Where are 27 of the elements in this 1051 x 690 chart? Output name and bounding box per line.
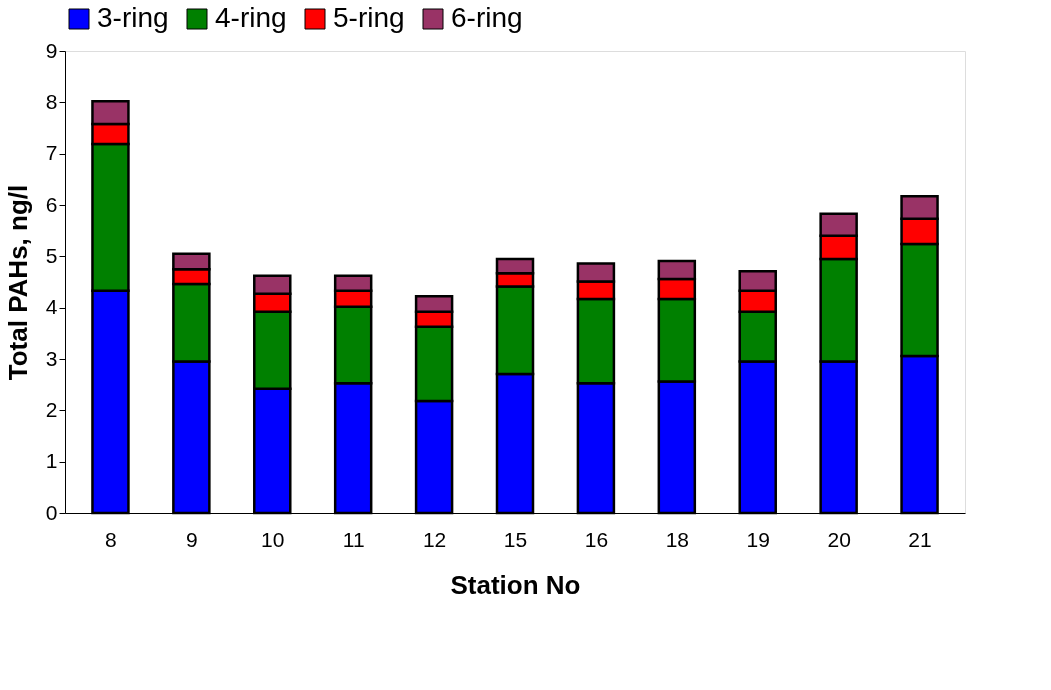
x-tick-label: 18: [665, 527, 689, 551]
y-tick-label: 4: [45, 295, 58, 319]
y-axis-title: Total PAHs, ng/l: [2, 184, 33, 381]
y-tick-label: 1: [45, 449, 58, 473]
x-tick-label: 9: [186, 527, 198, 551]
y-tick-label: 8: [45, 89, 58, 113]
x-axis-title: Station No: [450, 569, 581, 600]
legend-label: 3-ring: [97, 2, 169, 33]
y-tick-label: 0: [45, 500, 58, 524]
legend-label: 6-ring: [451, 2, 523, 33]
x-tick-label: 12: [422, 527, 447, 551]
x-tick-label: 20: [827, 527, 851, 551]
y-tick-label: 2: [45, 397, 58, 421]
x-tick-label: 15: [503, 527, 528, 551]
y-tick-label: 3: [45, 346, 58, 370]
x-tick-label: 21: [908, 527, 932, 551]
x-tick-label: 19: [746, 527, 770, 551]
x-tick-label: 11: [342, 527, 365, 551]
legend-label: 5-ring: [333, 2, 405, 33]
y-tick-label: 6: [45, 192, 58, 216]
x-tick-label: 16: [584, 527, 609, 551]
y-tick-label: 9: [45, 38, 58, 62]
y-tick-label: 5: [45, 243, 58, 267]
x-tick-label: 8: [105, 527, 117, 551]
y-tick-label: 7: [45, 141, 58, 165]
x-tick-label: 10: [261, 527, 285, 551]
legend-label: 4-ring: [215, 2, 287, 33]
